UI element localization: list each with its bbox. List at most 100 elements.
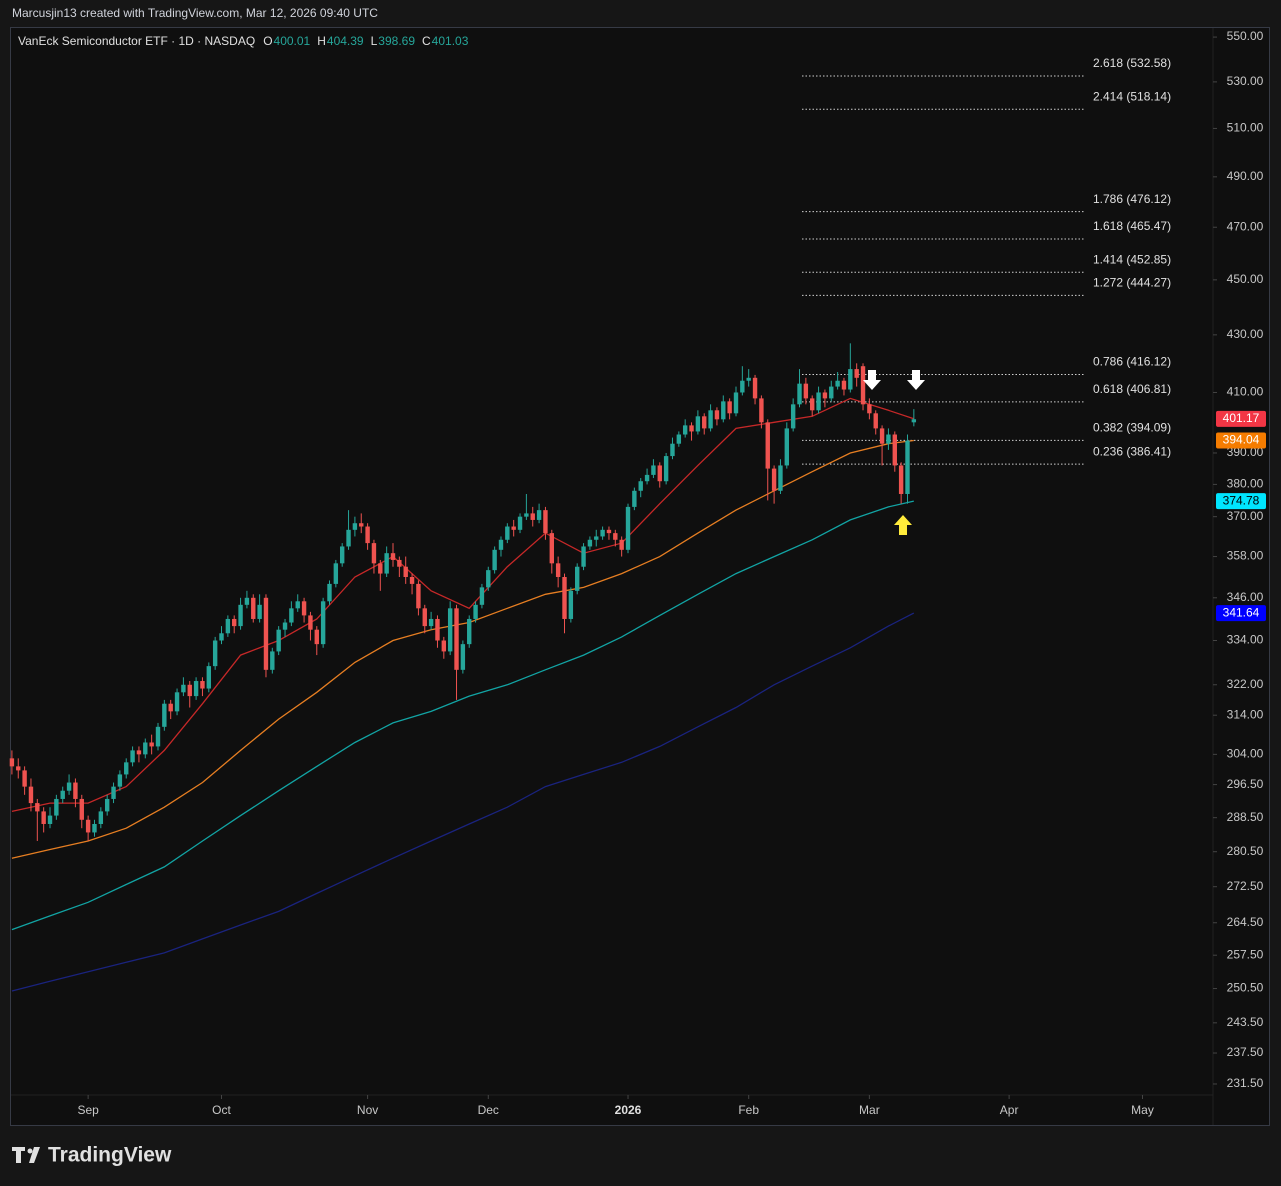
candle-body (181, 684, 186, 693)
candle-body (301, 601, 307, 616)
ohlc-label: L (371, 34, 378, 48)
candle-body (594, 536, 599, 540)
candle-body (447, 608, 453, 652)
candle-body (225, 618, 231, 634)
candle-body (193, 681, 199, 697)
candle-body (124, 762, 129, 775)
candle-body (562, 577, 567, 619)
fib-label: 1.414 (452.85) (1093, 252, 1171, 266)
candle-body (790, 404, 796, 429)
y-tick-label: 264.50 (1227, 915, 1264, 929)
x-tick-label: Mar (859, 1103, 880, 1117)
candle-body (702, 416, 707, 429)
candle-body (695, 416, 701, 432)
candle-body (848, 369, 853, 390)
legend: VanEck Semiconductor ETF · 1D · NASDAQ O… (18, 34, 469, 48)
candle-body (92, 823, 97, 833)
y-tick-label: 358.00 (1227, 549, 1264, 563)
candle-body (219, 633, 224, 641)
candle-body (708, 410, 713, 429)
candle-body (759, 398, 764, 423)
candle-body (479, 587, 485, 605)
candle-body (136, 750, 142, 755)
y-tick-label: 390.00 (1227, 445, 1264, 459)
ma-line (11, 397, 915, 813)
y-tick-label: 314.00 (1227, 707, 1264, 721)
plot: 2.618 (532.58) 2.414 (518.14) 1.786 (476.1… (9, 56, 1171, 992)
candle-body (212, 640, 218, 667)
y-tick-label: 380.00 (1227, 477, 1264, 491)
candle-body (467, 618, 472, 645)
annotation-arrows (863, 370, 925, 535)
candle-body (746, 377, 751, 381)
candle-body (270, 651, 275, 670)
candle-body (9, 758, 15, 767)
candle-body (492, 549, 497, 571)
candle-body (505, 526, 510, 540)
brand: TradingView (48, 1144, 172, 1167)
price-tag (1216, 432, 1266, 449)
candle-body (638, 481, 643, 491)
candle-body (117, 774, 123, 787)
candle-body (206, 666, 212, 689)
candle-body (867, 404, 872, 414)
candle-body (765, 422, 770, 469)
candle-body (682, 425, 688, 435)
candle-body (600, 529, 605, 537)
x-tick-label: May (1131, 1103, 1154, 1117)
candle-body (365, 526, 370, 544)
y-tick-label: 530.00 (1227, 74, 1264, 88)
y-tick-label: 550.00 (1227, 29, 1264, 43)
candle-body (892, 434, 897, 466)
candle-body (143, 742, 148, 755)
candle-body (162, 703, 167, 727)
candle-body (282, 622, 288, 630)
candle-body (663, 456, 669, 482)
candle-body (409, 577, 415, 584)
candle-body (524, 513, 529, 517)
candle-body (35, 803, 40, 812)
logo-mark (12, 1147, 25, 1163)
candle-body (371, 543, 377, 564)
fib-label: 2.618 (532.58) (1093, 56, 1171, 70)
y-tick-label: 280.50 (1227, 844, 1264, 858)
ma-line (11, 612, 915, 992)
candle-body (441, 640, 447, 652)
candle-body (308, 615, 313, 630)
candle-body (568, 590, 574, 619)
candle-body (155, 726, 161, 747)
y-tick-label: 237.50 (1227, 1045, 1264, 1059)
candle-body (168, 703, 173, 712)
candle-body (543, 510, 548, 534)
candle-body (530, 513, 535, 520)
down-arrow (863, 370, 881, 390)
x-tick-label: Dec (478, 1103, 499, 1117)
chart-title: VanEck Semiconductor ETF · 1D · NASDAQ (18, 34, 255, 48)
candle-body (835, 380, 840, 387)
candle-body (797, 383, 802, 405)
candle-body (314, 629, 319, 645)
candle-body (41, 811, 46, 824)
y-tick-label: 334.00 (1227, 633, 1264, 647)
candle-body (733, 392, 739, 414)
fib-label: 0.236 (386.41) (1093, 444, 1171, 458)
candle-body (829, 386, 834, 399)
down-arrow (907, 370, 925, 390)
candle-body (581, 546, 586, 567)
candle-body (587, 539, 593, 547)
candle-body (651, 465, 656, 475)
candle-body (625, 506, 631, 550)
price-tag (1216, 605, 1266, 622)
price-axis: 550.00 530.00 510.00 490.00 470.00 450.00 430.… (77, 29, 1266, 1117)
candle-body (320, 601, 326, 645)
y-tick-label: 304.00 (1227, 747, 1264, 761)
price-tag (1216, 410, 1266, 427)
x-tick-label: Sep (77, 1103, 99, 1117)
candle-body (803, 383, 809, 399)
candle-body (911, 419, 917, 423)
candle-body (111, 786, 116, 799)
ohlc-label: C (422, 34, 431, 48)
candle-body (79, 798, 84, 820)
candle-body (714, 410, 720, 420)
candle-body (784, 428, 790, 466)
